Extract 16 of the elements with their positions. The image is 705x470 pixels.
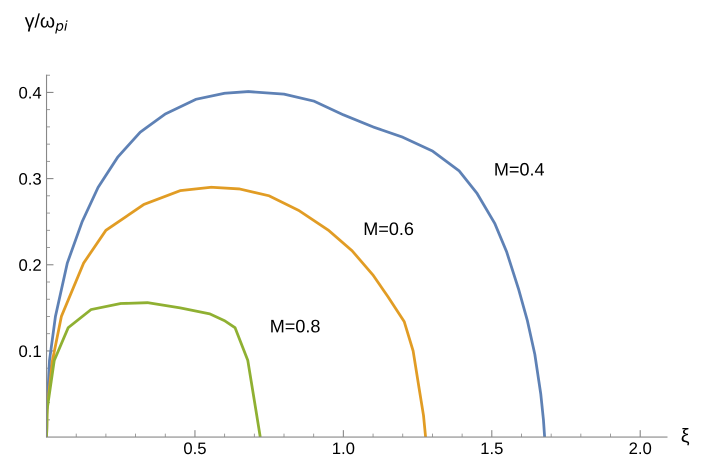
y-tick-label: 0.1 (19, 345, 41, 358)
y-tick-label: 0.3 (19, 173, 41, 185)
x-tick-label: 1.5 (481, 442, 503, 454)
series-label: M=0.6 (364, 222, 414, 236)
line-series (46, 186, 427, 438)
x-tick-label: 0.5 (184, 442, 206, 454)
x-tick-label: 1.0 (333, 442, 354, 454)
line-series (46, 301, 262, 438)
x-axis-title: ξ (682, 428, 690, 446)
line-series (46, 90, 546, 438)
x-tick-label: 2.0 (629, 442, 652, 454)
series-label: M=0.4 (495, 162, 544, 176)
y-axis-title: γ/ω$_{pi}$ (24, 13, 68, 34)
series-label: M=0.8 (271, 320, 320, 333)
y-tick-label: 0.2 (19, 259, 41, 271)
y-tick-label: 0.4 (19, 86, 42, 99)
